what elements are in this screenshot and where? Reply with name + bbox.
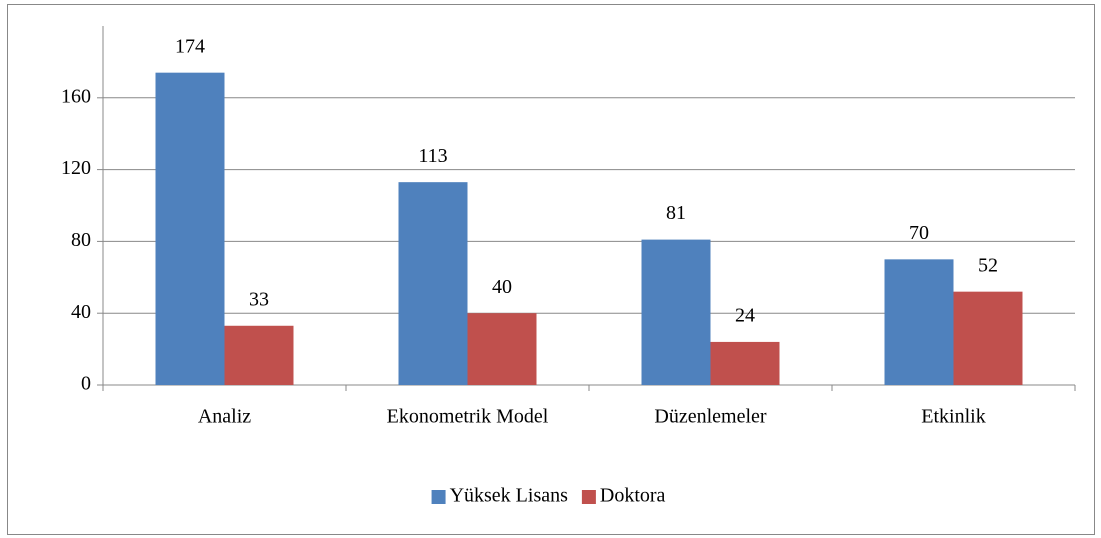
- y-tick-label: 120: [61, 157, 91, 179]
- bar: [155, 72, 225, 386]
- legend-swatch: [431, 490, 446, 504]
- bar: [710, 341, 780, 385]
- bar: [398, 182, 468, 385]
- data-label: 33: [249, 288, 269, 310]
- legend-label: Doktora: [600, 485, 666, 507]
- data-label: 81: [666, 202, 686, 224]
- data-label: 40: [492, 276, 512, 298]
- y-tick-label: 40: [71, 301, 91, 323]
- bar: [467, 313, 537, 385]
- legend-swatch: [581, 490, 596, 504]
- legend-label: Yüksek Lisans: [450, 485, 569, 507]
- y-tick-label: 0: [81, 373, 91, 395]
- bar: [224, 325, 294, 385]
- data-label: 174: [175, 35, 205, 57]
- x-tick-label: Ekonometrik Model: [387, 406, 549, 428]
- data-label: 24: [735, 305, 755, 327]
- bar: [953, 291, 1023, 385]
- x-tick-label: Etkinlik: [921, 406, 985, 428]
- bar: [641, 239, 711, 385]
- x-tick-label: Analiz: [198, 406, 251, 428]
- data-label: 52: [978, 254, 998, 276]
- y-tick-label: 160: [61, 85, 91, 107]
- bar: [884, 259, 954, 385]
- data-label: 113: [418, 145, 447, 167]
- data-label: 70: [909, 222, 929, 244]
- x-tick-label: Düzenlemeler: [654, 406, 766, 428]
- y-tick-label: 80: [71, 229, 91, 251]
